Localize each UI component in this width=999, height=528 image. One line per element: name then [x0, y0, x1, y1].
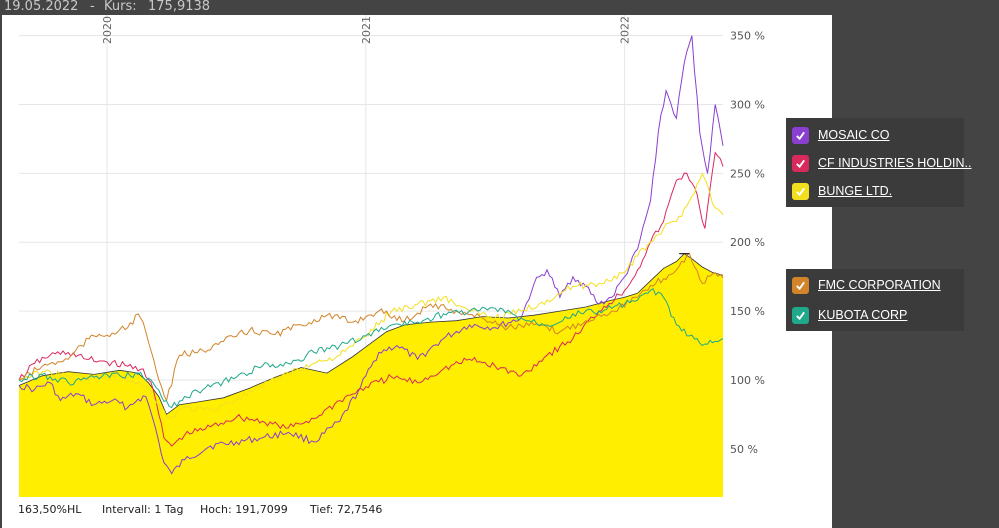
legend-label[interactable]: MOSAIC CO — [818, 128, 890, 142]
legend-label[interactable]: FMC CORPORATION — [818, 278, 941, 292]
series-line-cf-industries-holdin- — [18, 151, 724, 447]
legend-group-1: MOSAIC CO CF INDUSTRIES HOLDIN.. BUNGE L… — [786, 118, 972, 207]
performance-chart[interactable]: 50 % 100 % 150 % 200 % 250 % 300 % 350 % 2020 20… — [2, 15, 832, 501]
chart-footer: 163,50%HL Intervall: 1 Tag Hoch: 191,709… — [2, 501, 832, 523]
header-separator: - — [90, 0, 95, 14]
checkbox-checked-icon[interactable] — [792, 276, 809, 294]
y-tick-label: 350 % — [730, 30, 765, 43]
header-bar: 19.05.2022 - Kurs: 175,9138 — [0, 0, 999, 16]
header-kurs-value: 175,9138 — [148, 0, 211, 14]
chart-panel: 50 % 100 % 150 % 200 % 250 % 300 % 350 % 2020 20… — [2, 15, 832, 528]
legend-item-kubota[interactable]: KUBOTA CORP — [792, 304, 907, 326]
y-tick-label: 300 % — [730, 99, 765, 112]
legend-item-mosaic[interactable]: MOSAIC CO — [792, 124, 890, 146]
x-tick-label: 2022 — [619, 16, 632, 44]
legend-item-bunge[interactable]: BUNGE LTD. — [792, 180, 892, 202]
legend-label[interactable]: KUBOTA CORP — [818, 308, 908, 322]
checkbox-checked-icon[interactable] — [792, 182, 809, 200]
series-line-fmc-corporation — [18, 252, 724, 403]
y-tick-label: 150 % — [730, 305, 765, 318]
y-tick-label: 50 % — [730, 443, 758, 456]
series-line-bunge-ltd- — [18, 172, 724, 420]
header-date: 19.05.2022 — [4, 0, 79, 14]
footer-hoch: Hoch: 191,7099 — [200, 503, 288, 516]
footer-tief: Tief: 72,7546 — [310, 503, 383, 516]
checkbox-checked-icon[interactable] — [792, 306, 809, 324]
legend-group-2: FMC CORPORATION KUBOTA CORP — [786, 269, 964, 331]
base-line — [18, 253, 724, 416]
legend-label[interactable]: BUNGE LTD. — [818, 184, 893, 198]
y-tick-label: 250 % — [730, 167, 765, 180]
checkbox-checked-icon[interactable] — [792, 126, 809, 144]
legend-item-fmc[interactable]: FMC CORPORATION — [792, 274, 941, 296]
footer-intervall: Intervall: 1 Tag — [102, 503, 184, 516]
x-tick-label: 2021 — [360, 16, 373, 44]
footer-hl: 163,50%HL — [18, 503, 82, 516]
y-tick-label: 200 % — [730, 236, 765, 249]
x-tick-label: 2020 — [101, 16, 114, 44]
checkbox-checked-icon[interactable] — [792, 154, 809, 172]
series-line-kubota-corp — [18, 287, 724, 409]
header-kurs-label: Kurs: — [104, 0, 137, 14]
y-tick-label: 100 % — [730, 374, 765, 387]
series-line-mosaic-co — [18, 35, 724, 475]
legend-item-cf-industries[interactable]: CF INDUSTRIES HOLDIN.. — [792, 152, 972, 174]
base-area — [19, 253, 723, 497]
legend-label[interactable]: CF INDUSTRIES HOLDIN.. — [818, 156, 972, 170]
